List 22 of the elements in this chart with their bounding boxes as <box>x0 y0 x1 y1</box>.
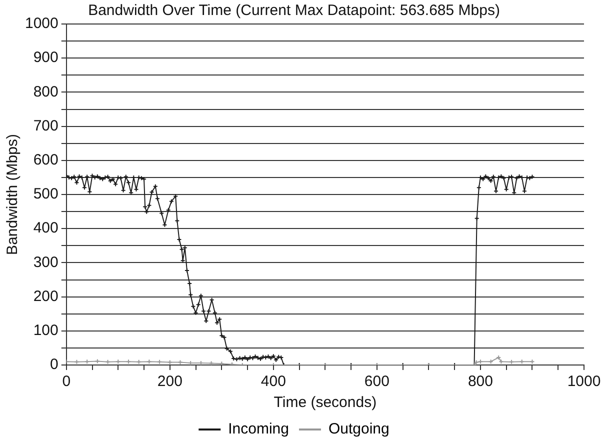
x-tick-label: 200 <box>157 373 182 390</box>
y-tick-label: 200 <box>33 288 58 305</box>
y-tick-label: 1000 <box>24 15 58 32</box>
chart-title: Bandwidth Over Time (Current Max Datapoint: 563.685 Mbps) <box>88 2 500 20</box>
y-tick-label: 0 <box>50 356 58 374</box>
x-tick-label: 600 <box>364 373 390 390</box>
y-tick-label: 400 <box>33 220 58 237</box>
x-tick-label: 1000 <box>567 373 601 390</box>
x-tick-label: 800 <box>468 373 493 390</box>
x-axis-title: Time (seconds) <box>274 394 377 412</box>
y-tick-label: 600 <box>33 152 58 169</box>
legend-label: Outgoing <box>328 420 390 438</box>
y-tick-label: 900 <box>33 49 58 66</box>
y-tick-label: 100 <box>33 322 58 340</box>
y-tick-label: 500 <box>33 186 58 203</box>
y-tick-label: 700 <box>33 117 58 134</box>
y-axis-title: Bandwidth (Mbps) <box>4 134 22 255</box>
legend-label: Incoming <box>228 420 290 438</box>
x-tick-label: 400 <box>260 373 286 390</box>
y-tick-label: 800 <box>33 83 58 100</box>
y-tick-label: 300 <box>33 254 58 271</box>
x-tick-label: 0 <box>62 373 71 390</box>
